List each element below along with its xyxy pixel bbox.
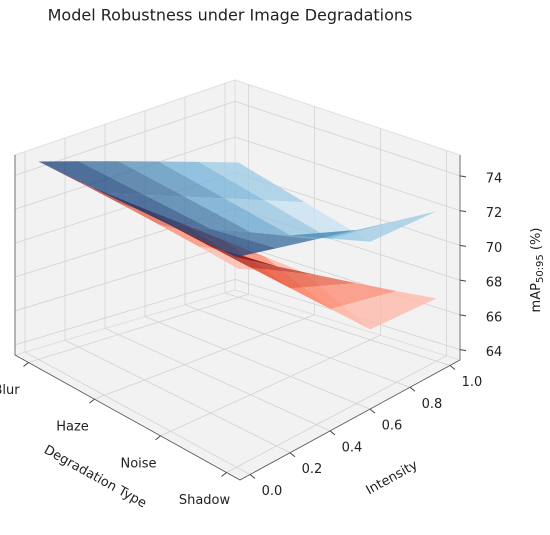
x-tick xyxy=(89,398,95,404)
surface-cell xyxy=(330,290,437,330)
y-tick xyxy=(449,365,456,370)
y-tick xyxy=(329,430,336,436)
z-tick-label: 74 xyxy=(486,171,503,186)
x-tick-label: Blur xyxy=(0,383,20,398)
grid-line xyxy=(224,292,451,366)
grid-line xyxy=(144,316,371,410)
surface-cell xyxy=(330,211,437,242)
y-tick-label: 0.2 xyxy=(302,462,323,477)
grid-line xyxy=(104,328,331,432)
y-tick-label: 0.6 xyxy=(382,419,403,434)
z-label-sub: 50:95 xyxy=(535,254,546,283)
z-tick-label: 66 xyxy=(486,310,503,325)
x-tick xyxy=(155,435,161,441)
y-tick xyxy=(249,474,256,479)
grid-line xyxy=(64,339,291,454)
grid-line xyxy=(14,278,236,346)
z-tick-label: 72 xyxy=(486,206,503,221)
surface-cell xyxy=(224,198,331,239)
z-tick-label: 64 xyxy=(486,345,503,360)
surface-cell xyxy=(210,228,317,249)
surface-cell xyxy=(118,161,225,199)
grid-line xyxy=(184,304,411,388)
y-tick xyxy=(409,386,416,392)
z-tick xyxy=(459,279,467,282)
grid-line xyxy=(94,314,315,400)
y-tick-label: 0.0 xyxy=(262,484,283,499)
axis-line xyxy=(239,359,461,481)
grid-line xyxy=(226,355,447,473)
grid-line xyxy=(160,334,381,437)
grid-line xyxy=(24,351,251,475)
z-label-main: mAP xyxy=(529,283,544,313)
surface-cell xyxy=(250,230,357,240)
surface-cell xyxy=(104,193,211,229)
z-label-unit: (%) xyxy=(529,228,544,255)
y-tick-label: 0.4 xyxy=(342,440,363,455)
x-axis-label: Degradation Type xyxy=(41,443,149,512)
y-axis-label: Intensity xyxy=(364,458,421,499)
grid-line xyxy=(14,243,236,312)
surface-cell xyxy=(158,161,265,201)
surface-cell xyxy=(144,194,251,233)
x-tick-label: Shadow xyxy=(179,493,231,508)
z-axis-label: mAP50:95 (%) xyxy=(529,228,547,313)
surface-cell xyxy=(170,225,277,258)
grid-line xyxy=(28,293,249,363)
grid-line xyxy=(234,100,461,177)
y-tick-label: 1.0 xyxy=(462,375,483,390)
y-tick-label: 0.8 xyxy=(422,397,443,412)
surface-cell xyxy=(250,267,357,289)
x-tick xyxy=(221,472,227,477)
z-tick-label: 70 xyxy=(486,241,503,256)
y-tick xyxy=(369,408,376,414)
surface-cell xyxy=(78,161,185,197)
z-tick xyxy=(459,349,467,352)
x-tick-label: Haze xyxy=(56,420,89,435)
z-tick xyxy=(459,210,467,213)
y-tick xyxy=(289,452,296,458)
chart-title: Model Robustness under Image Degradation… xyxy=(48,6,413,25)
surface-cell xyxy=(290,283,397,309)
grid-line xyxy=(234,136,461,211)
surface-cell xyxy=(184,196,291,236)
z-tick xyxy=(459,244,467,247)
axis-line xyxy=(14,354,241,481)
surface-cell xyxy=(38,161,145,195)
x-tick xyxy=(23,362,29,367)
z-tick xyxy=(459,175,467,178)
z-tick xyxy=(459,314,467,317)
surface-cell xyxy=(198,161,305,203)
x-tick-label: Noise xyxy=(120,456,156,471)
z-tick-label: 68 xyxy=(486,276,503,291)
